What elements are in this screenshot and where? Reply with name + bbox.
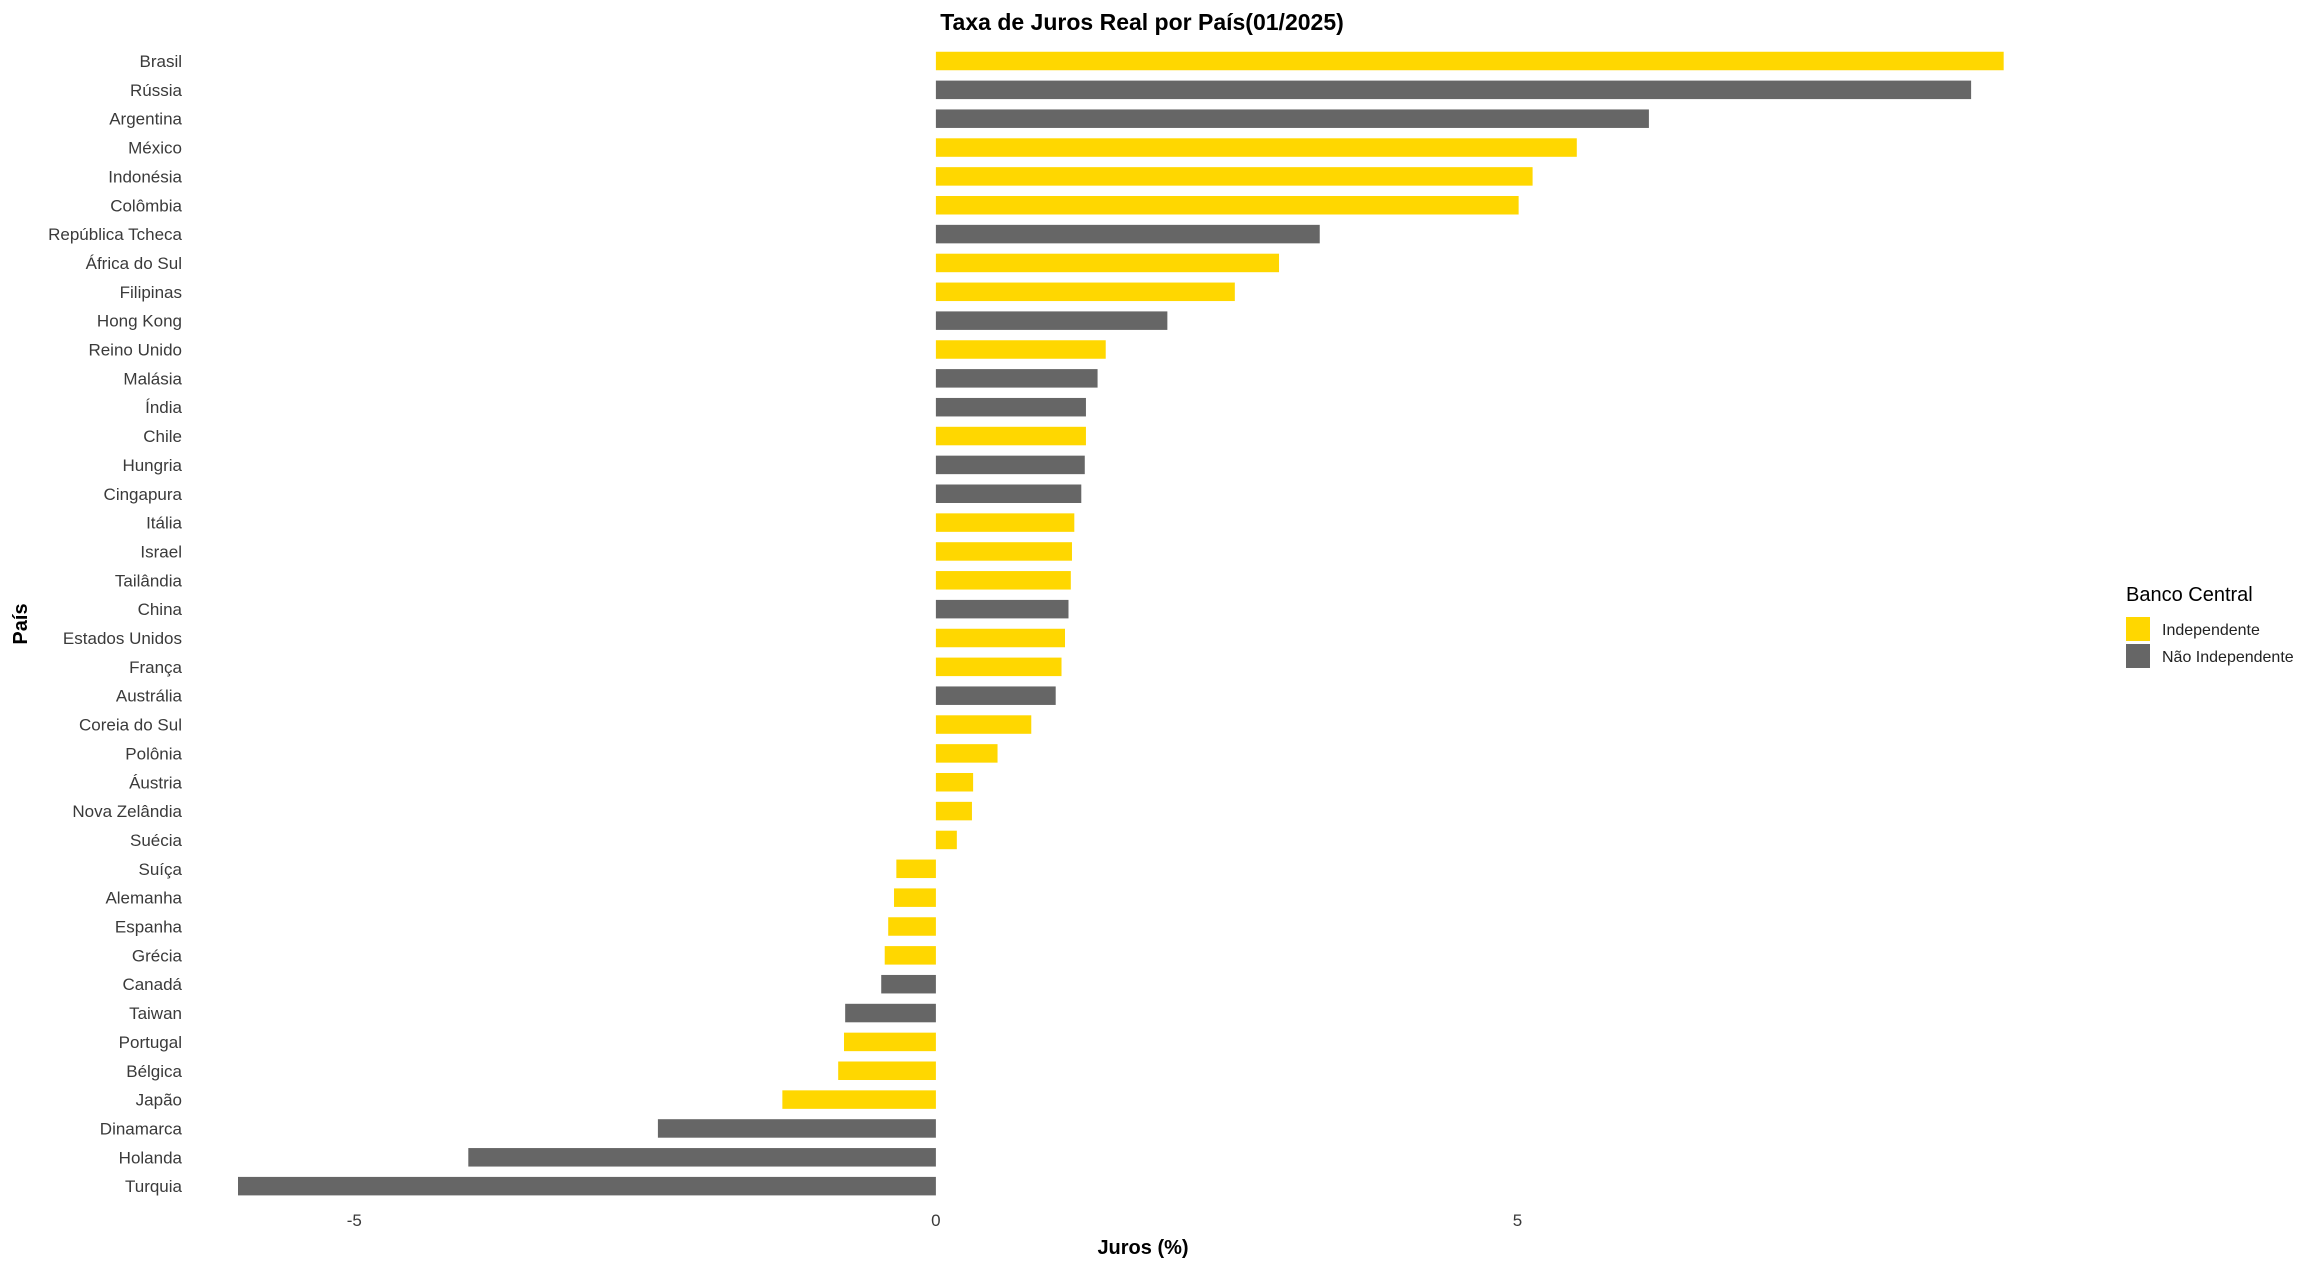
category-label: Portugal — [119, 1033, 182, 1052]
category-label: Grécia — [132, 946, 183, 965]
bar — [935, 715, 1032, 734]
category-label: Colômbia — [110, 196, 182, 215]
chart-title: Taxa de Juros Real por País(01/2025) — [940, 9, 1344, 35]
category-label: Austrália — [116, 687, 183, 706]
bar — [935, 686, 1056, 705]
legend: Banco Central Independente Não Independen… — [2126, 584, 2294, 668]
bars-layer — [238, 51, 2004, 1196]
bar — [894, 888, 936, 907]
bar — [935, 599, 1069, 619]
bar — [935, 196, 1519, 215]
category-label: Suécia — [130, 831, 183, 850]
category-label: República Tcheca — [48, 225, 182, 244]
bar — [935, 253, 1280, 273]
bar — [896, 859, 936, 879]
category-label: África do Sul — [86, 254, 182, 273]
category-label: Taiwan — [129, 1004, 182, 1023]
legend-swatch — [2126, 617, 2150, 641]
category-label: Filipinas — [120, 283, 182, 302]
x-axis-title: Juros (%) — [1097, 1237, 1188, 1259]
category-label: Itália — [146, 514, 182, 533]
category-label: Reino Unido — [88, 341, 182, 360]
x-axis-ticks: -5 0 5 — [347, 1211, 1522, 1230]
category-label: Israel — [140, 542, 182, 561]
bar — [935, 657, 1062, 677]
bar — [888, 917, 936, 936]
bar — [935, 628, 1066, 648]
bar — [935, 369, 1098, 388]
category-label: Polônia — [125, 744, 182, 763]
category-label: Cingapura — [104, 485, 183, 504]
bar — [935, 224, 1320, 244]
bar — [935, 397, 1086, 417]
category-label: China — [138, 600, 183, 619]
legend-title: Banco Central — [2126, 584, 2253, 606]
category-label: Brasil — [139, 52, 182, 71]
category-label: México — [128, 139, 182, 158]
category-label: Bélgica — [126, 1062, 182, 1081]
category-labels: Brasil Rússia Argentina México Indonésia Colô… — [48, 52, 182, 1196]
category-label: Tailândia — [115, 571, 183, 590]
bar — [845, 1003, 936, 1023]
y-axis-title: País — [10, 603, 32, 644]
category-label: Rússia — [130, 81, 183, 100]
legend-label: Independente — [2162, 622, 2260, 639]
bar — [935, 167, 1533, 186]
x-tick-label: -5 — [347, 1211, 362, 1230]
bar — [935, 830, 957, 850]
bar — [935, 801, 972, 821]
category-label: Hungria — [122, 456, 182, 475]
bar — [657, 1119, 936, 1138]
category-label: Espanha — [115, 918, 183, 937]
bar — [935, 138, 1577, 157]
category-label: Dinamarca — [100, 1119, 183, 1138]
legend-label: Não Independente — [2162, 649, 2294, 666]
bar — [935, 282, 1235, 302]
bar — [782, 1090, 936, 1109]
x-tick-label: 5 — [1513, 1211, 1522, 1230]
bar — [935, 542, 1072, 561]
category-label: Hong Kong — [97, 312, 182, 331]
bar — [935, 80, 1972, 100]
category-label: Malásia — [123, 369, 182, 388]
bar — [935, 51, 2004, 71]
bar — [844, 1032, 936, 1052]
category-label: Índia — [145, 398, 182, 417]
category-label: Japão — [136, 1091, 182, 1110]
legend-swatch — [2126, 644, 2150, 668]
category-label: Áustria — [129, 773, 182, 792]
bar — [935, 426, 1086, 446]
category-label: Alemanha — [105, 889, 182, 908]
category-label: Argentina — [109, 110, 182, 129]
category-label: Suíça — [139, 860, 183, 879]
category-label: Nova Zelândia — [72, 802, 182, 821]
bar — [935, 311, 1168, 330]
bar — [838, 1061, 936, 1080]
category-label: Holanda — [119, 1148, 183, 1167]
bar — [935, 484, 1082, 503]
bar — [935, 340, 1106, 359]
category-label: Canadá — [122, 975, 182, 994]
bar — [935, 109, 1649, 128]
bar — [884, 946, 936, 965]
category-label: Turquia — [125, 1177, 183, 1196]
bar — [935, 571, 1071, 590]
bar — [935, 744, 998, 763]
category-label: Estados Unidos — [63, 629, 182, 648]
category-label: Coreia do Sul — [79, 716, 182, 735]
bar — [881, 974, 936, 994]
category-label: França — [129, 658, 182, 677]
category-label: Indonésia — [108, 167, 182, 186]
bar — [935, 455, 1085, 475]
bar — [468, 1148, 936, 1167]
bar — [238, 1176, 936, 1196]
legend-entries: Independente Não Independente — [2126, 617, 2294, 668]
bar — [935, 513, 1075, 532]
category-label: Chile — [143, 427, 182, 446]
bar — [935, 773, 974, 792]
x-tick-label: 0 — [931, 1211, 940, 1230]
